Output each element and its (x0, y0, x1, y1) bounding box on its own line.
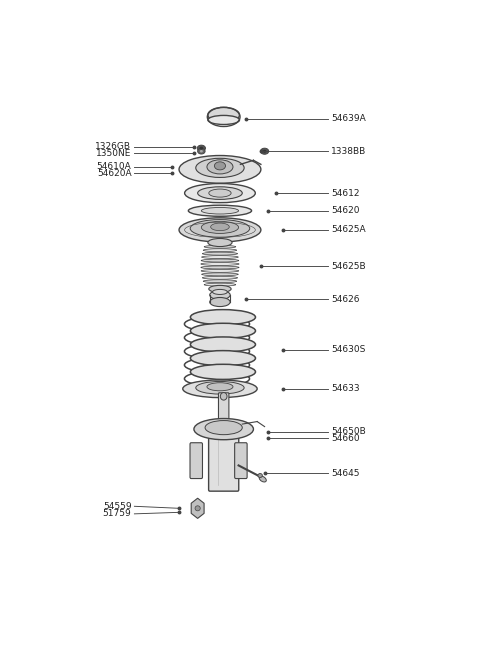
Ellipse shape (201, 269, 239, 272)
Ellipse shape (197, 145, 205, 151)
Ellipse shape (191, 310, 255, 325)
Text: 54645: 54645 (331, 468, 360, 477)
Ellipse shape (203, 276, 238, 279)
Ellipse shape (208, 107, 240, 122)
Ellipse shape (195, 506, 200, 511)
Ellipse shape (205, 421, 242, 435)
Ellipse shape (200, 147, 203, 150)
Ellipse shape (188, 205, 252, 216)
Ellipse shape (261, 148, 269, 155)
Ellipse shape (208, 115, 240, 124)
Text: 54610A: 54610A (96, 162, 132, 172)
Ellipse shape (204, 245, 236, 248)
Ellipse shape (202, 208, 239, 214)
Text: 54626: 54626 (331, 295, 360, 303)
Ellipse shape (196, 159, 244, 178)
FancyBboxPatch shape (235, 443, 247, 479)
Ellipse shape (191, 337, 255, 352)
Ellipse shape (202, 255, 238, 259)
Ellipse shape (208, 424, 240, 434)
Text: 54612: 54612 (331, 189, 360, 198)
Ellipse shape (209, 189, 231, 197)
Ellipse shape (203, 249, 237, 252)
Ellipse shape (202, 273, 238, 276)
Ellipse shape (210, 290, 230, 299)
Ellipse shape (259, 476, 266, 482)
Ellipse shape (213, 290, 228, 295)
Ellipse shape (201, 259, 239, 262)
Ellipse shape (191, 350, 255, 365)
Text: 54559: 54559 (103, 502, 132, 511)
Ellipse shape (190, 219, 250, 237)
Text: 54625B: 54625B (331, 262, 365, 271)
FancyBboxPatch shape (218, 393, 229, 422)
Ellipse shape (210, 297, 230, 307)
Ellipse shape (185, 183, 255, 202)
Ellipse shape (207, 383, 233, 391)
Ellipse shape (198, 149, 205, 154)
Ellipse shape (204, 283, 236, 286)
Text: 1350NE: 1350NE (96, 149, 132, 158)
Text: 54630S: 54630S (331, 345, 365, 354)
Ellipse shape (209, 286, 231, 292)
Ellipse shape (200, 150, 203, 153)
Ellipse shape (215, 162, 226, 170)
Text: 54633: 54633 (331, 384, 360, 393)
Ellipse shape (203, 280, 237, 283)
Ellipse shape (208, 238, 232, 246)
Text: 54639A: 54639A (331, 115, 366, 123)
Text: 54620A: 54620A (97, 169, 132, 178)
Ellipse shape (191, 324, 255, 339)
Ellipse shape (203, 252, 238, 255)
FancyBboxPatch shape (190, 443, 203, 479)
Ellipse shape (263, 150, 266, 153)
Ellipse shape (196, 381, 244, 394)
Ellipse shape (202, 221, 239, 233)
Ellipse shape (194, 419, 253, 440)
Text: 1326GB: 1326GB (96, 142, 132, 151)
Ellipse shape (201, 263, 239, 265)
Text: 54620: 54620 (331, 206, 360, 215)
Ellipse shape (179, 218, 261, 242)
Text: 54660: 54660 (331, 434, 360, 443)
Text: 51759: 51759 (103, 510, 132, 518)
Ellipse shape (191, 364, 255, 379)
Text: 54650B: 54650B (331, 427, 366, 436)
Ellipse shape (258, 474, 263, 477)
Ellipse shape (198, 187, 242, 199)
Text: 1338BB: 1338BB (331, 147, 366, 156)
Ellipse shape (179, 155, 261, 183)
Ellipse shape (220, 392, 227, 400)
Ellipse shape (211, 223, 229, 231)
FancyBboxPatch shape (209, 428, 239, 491)
Ellipse shape (183, 380, 257, 398)
Ellipse shape (207, 160, 233, 174)
Text: 54625A: 54625A (331, 225, 365, 234)
Ellipse shape (201, 266, 239, 269)
